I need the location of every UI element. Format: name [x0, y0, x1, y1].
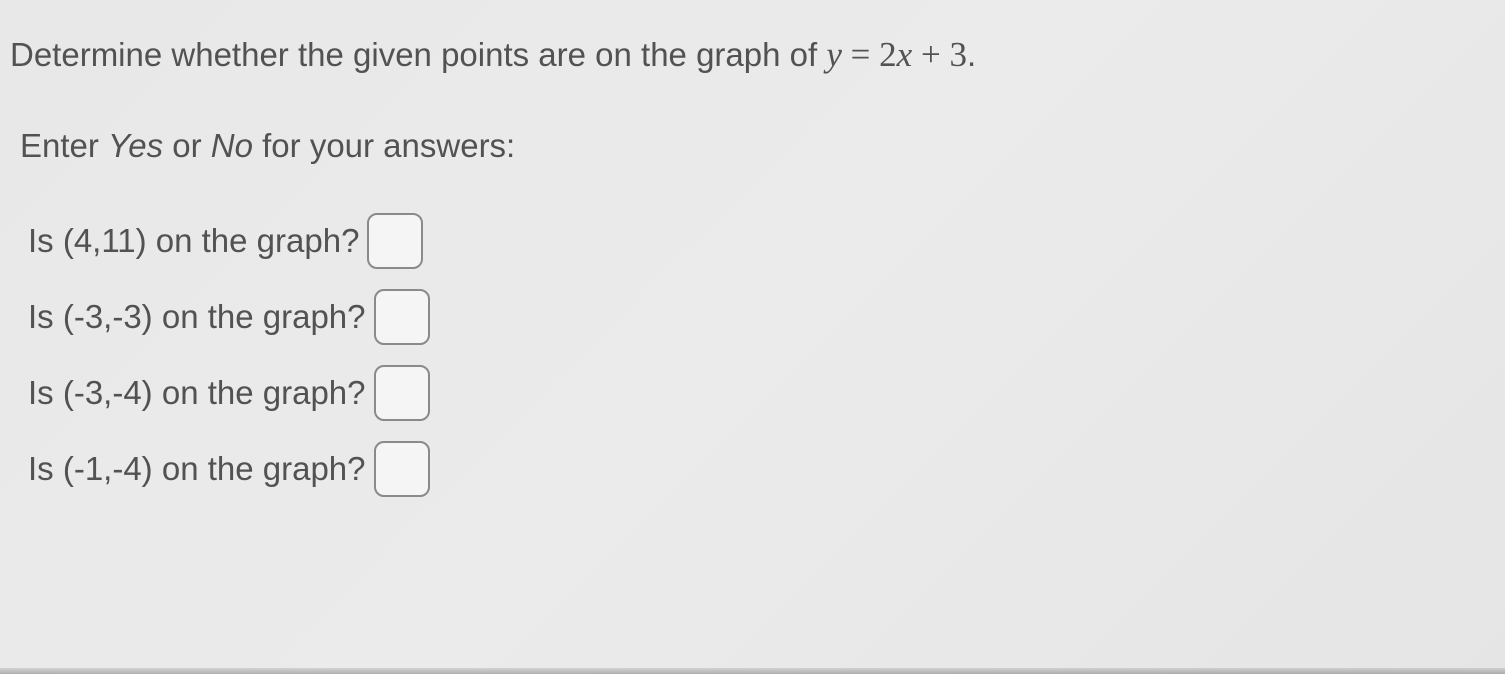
- prompt-suffix: .: [967, 36, 976, 73]
- answer-input-2[interactable]: [374, 289, 430, 345]
- instruction-yes: Yes: [108, 127, 163, 164]
- equation-plus: +: [912, 35, 949, 74]
- equation-x: x: [897, 35, 913, 74]
- question-label-1: Is (4,11) on the graph?: [28, 222, 359, 260]
- answer-input-4[interactable]: [374, 441, 430, 497]
- equation-equals: =: [842, 35, 879, 74]
- question-row-1: Is (4,11) on the graph?: [28, 213, 1495, 269]
- instruction-suffix: for your answers:: [253, 127, 515, 164]
- equation-coef: 2: [879, 35, 897, 74]
- question-row-3: Is (-3,-4) on the graph?: [28, 365, 1495, 421]
- question-label-2: Is (-3,-3) on the graph?: [28, 298, 366, 336]
- answer-input-3[interactable]: [374, 365, 430, 421]
- equation-y: y: [826, 35, 842, 74]
- question-label-4: Is (-1,-4) on the graph?: [28, 450, 366, 488]
- instruction-text: Enter Yes or No for your answers:: [20, 127, 1495, 165]
- questions-container: Is (4,11) on the graph? Is (-3,-3) on th…: [28, 213, 1495, 497]
- answer-input-1[interactable]: [367, 213, 423, 269]
- instruction-mid: or: [163, 127, 211, 164]
- question-label-3: Is (-3,-4) on the graph?: [28, 374, 366, 412]
- bottom-shadow: [0, 668, 1505, 674]
- main-prompt: Determine whether the given points are o…: [10, 30, 1495, 79]
- instruction-prefix: Enter: [20, 127, 108, 164]
- equation-const: 3: [949, 35, 967, 74]
- question-row-2: Is (-3,-3) on the graph?: [28, 289, 1495, 345]
- question-row-4: Is (-1,-4) on the graph?: [28, 441, 1495, 497]
- prompt-prefix: Determine whether the given points are o…: [10, 36, 826, 73]
- instruction-no: No: [211, 127, 253, 164]
